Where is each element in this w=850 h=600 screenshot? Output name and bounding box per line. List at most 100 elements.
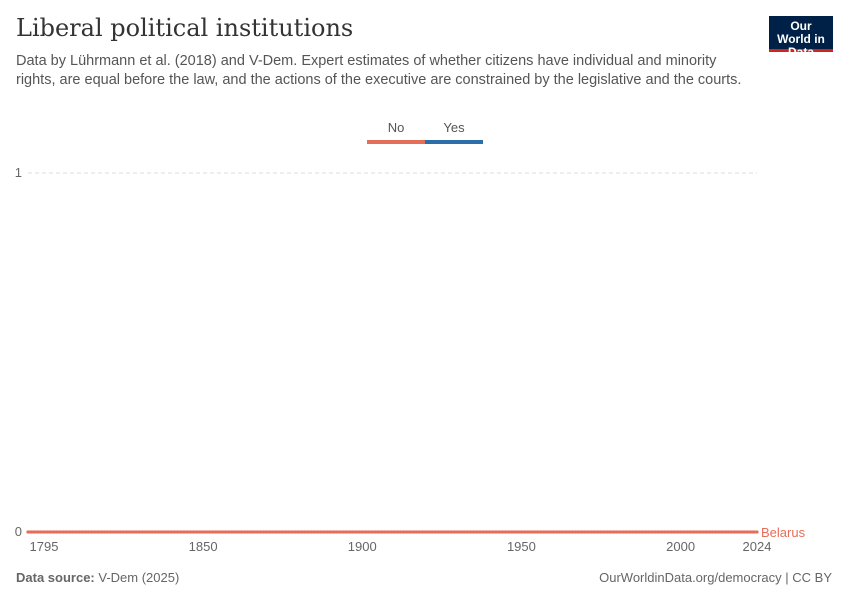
- data-point[interactable]: [472, 530, 476, 534]
- data-point[interactable]: [596, 530, 600, 534]
- data-point[interactable]: [516, 530, 520, 534]
- data-point[interactable]: [90, 530, 94, 534]
- data-point[interactable]: [513, 530, 517, 534]
- data-point[interactable]: [265, 530, 269, 534]
- data-point[interactable]: [395, 530, 399, 534]
- data-point[interactable]: [745, 530, 750, 534]
- data-point[interactable]: [226, 530, 231, 534]
- data-point[interactable]: [344, 530, 348, 534]
- data-point[interactable]: [558, 530, 562, 534]
- data-point[interactable]: [293, 530, 298, 534]
- data-point[interactable]: [35, 530, 40, 534]
- data-point[interactable]: [736, 530, 740, 534]
- data-point[interactable]: [102, 530, 107, 534]
- data-point[interactable]: [733, 530, 737, 534]
- data-point[interactable]: [567, 530, 571, 534]
- data-point[interactable]: [554, 530, 559, 534]
- data-point[interactable]: [494, 530, 498, 534]
- data-point[interactable]: [701, 530, 705, 534]
- data-point[interactable]: [77, 530, 81, 534]
- data-point[interactable]: [618, 530, 622, 534]
- data-point[interactable]: [440, 530, 444, 534]
- data-point[interactable]: [96, 530, 100, 534]
- data-point[interactable]: [529, 530, 533, 534]
- data-point[interactable]: [437, 530, 441, 534]
- data-point[interactable]: [621, 530, 625, 534]
- data-point[interactable]: [392, 530, 396, 534]
- data-point[interactable]: [487, 530, 492, 534]
- data-point[interactable]: [303, 530, 307, 534]
- data-point[interactable]: [105, 530, 110, 534]
- data-point[interactable]: [347, 530, 352, 534]
- data-point[interactable]: [663, 530, 667, 534]
- owid-logo[interactable]: Our World in Data: [769, 16, 833, 59]
- data-point[interactable]: [452, 530, 457, 534]
- data-point[interactable]: [61, 530, 65, 534]
- data-point[interactable]: [688, 530, 692, 534]
- data-point[interactable]: [408, 530, 412, 534]
- data-point[interactable]: [484, 530, 489, 534]
- data-point[interactable]: [328, 530, 333, 534]
- data-point[interactable]: [650, 530, 654, 534]
- data-point[interactable]: [459, 530, 463, 534]
- data-point[interactable]: [137, 530, 142, 534]
- data-point[interactable]: [312, 530, 317, 534]
- data-point[interactable]: [503, 530, 508, 534]
- data-point[interactable]: [672, 530, 676, 534]
- data-point[interactable]: [507, 530, 511, 534]
- data-point[interactable]: [214, 530, 218, 534]
- data-point[interactable]: [389, 530, 393, 534]
- data-point[interactable]: [427, 530, 431, 534]
- data-point[interactable]: [99, 530, 103, 534]
- data-point[interactable]: [153, 530, 157, 534]
- data-point[interactable]: [233, 530, 237, 534]
- data-point[interactable]: [710, 530, 715, 534]
- data-point[interactable]: [386, 530, 390, 534]
- data-point[interactable]: [548, 530, 552, 534]
- data-point[interactable]: [160, 530, 164, 534]
- data-point[interactable]: [309, 530, 313, 534]
- data-point[interactable]: [443, 530, 447, 534]
- data-point[interactable]: [456, 530, 460, 534]
- data-point[interactable]: [564, 530, 568, 534]
- data-point[interactable]: [166, 530, 170, 534]
- data-point[interactable]: [430, 530, 434, 534]
- data-point[interactable]: [188, 530, 192, 534]
- data-point[interactable]: [290, 530, 294, 534]
- data-point[interactable]: [74, 530, 78, 534]
- data-point[interactable]: [411, 530, 415, 534]
- data-point[interactable]: [561, 530, 565, 534]
- data-point[interactable]: [481, 530, 485, 534]
- data-point[interactable]: [258, 530, 262, 534]
- data-point[interactable]: [70, 530, 75, 534]
- data-point[interactable]: [128, 530, 132, 534]
- data-point[interactable]: [191, 530, 196, 534]
- data-point[interactable]: [462, 530, 466, 534]
- data-point[interactable]: [51, 530, 56, 534]
- data-point[interactable]: [742, 530, 746, 534]
- data-point[interactable]: [220, 530, 224, 534]
- data-point[interactable]: [252, 530, 256, 534]
- data-point[interactable]: [602, 530, 606, 534]
- data-point[interactable]: [468, 530, 473, 534]
- data-point[interactable]: [195, 530, 199, 534]
- data-point[interactable]: [211, 530, 215, 534]
- data-point[interactable]: [382, 530, 387, 534]
- data-point[interactable]: [316, 530, 320, 534]
- footer-link[interactable]: OurWorldinData.org/democracy | CC BY: [599, 570, 832, 585]
- data-point[interactable]: [281, 530, 285, 534]
- data-point[interactable]: [274, 530, 278, 534]
- data-point[interactable]: [583, 530, 587, 534]
- data-point[interactable]: [659, 530, 664, 534]
- data-point[interactable]: [239, 530, 243, 534]
- data-point[interactable]: [433, 530, 438, 534]
- data-point[interactable]: [198, 530, 202, 534]
- data-point[interactable]: [729, 530, 734, 534]
- data-point[interactable]: [29, 530, 33, 534]
- data-point[interactable]: [421, 530, 425, 534]
- data-point[interactable]: [39, 530, 43, 534]
- data-point[interactable]: [682, 530, 686, 534]
- data-point[interactable]: [417, 530, 422, 534]
- data-point[interactable]: [535, 530, 539, 534]
- data-point[interactable]: [351, 530, 355, 534]
